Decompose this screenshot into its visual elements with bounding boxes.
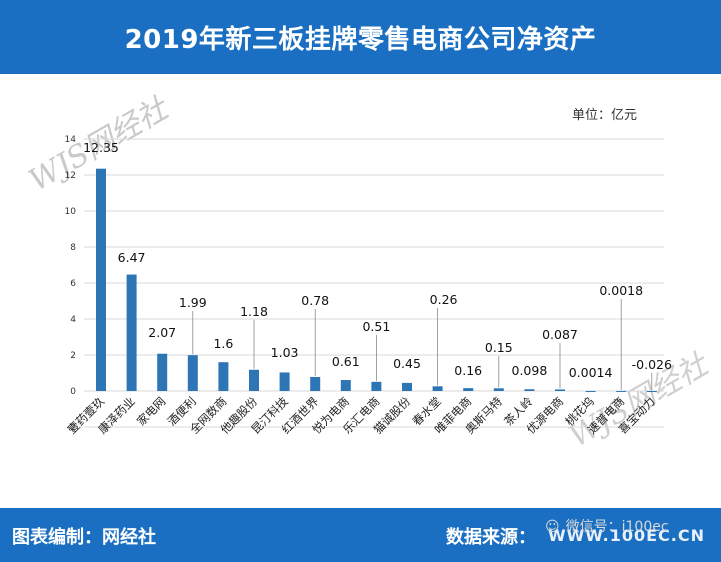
bar-chart: 14 12 10 8 6 4 2 0 -2 12.35 6.47 2.071.99 1.6 1.18 1.… [65, 135, 672, 437]
wechat-label: 微信号：i100ec [565, 519, 669, 535]
data-label: 0.78 [301, 293, 329, 308]
footer-url: WWW.100EC.CN [548, 526, 705, 545]
bar [96, 168, 106, 391]
bar [187, 355, 198, 391]
category-label: 家电网 [134, 394, 168, 428]
data-label: 2.07 [148, 325, 176, 340]
category-labels: 壹药壹玖康泽药业家电网酒便利全网数商他趣股份昆汀科技红酒世界悦为电商乐汇电商猫诚… [65, 394, 658, 437]
y-tick-label: 6 [70, 279, 76, 289]
bar [493, 388, 504, 391]
footer-banner: 图表编制：网经社 数据来源： WWW.100EC.CN [0, 508, 721, 562]
data-label: 0.0018 [599, 283, 643, 298]
data-label: 1.99 [179, 295, 207, 310]
y-axis-ticks: 14 12 10 8 6 4 2 0 -2 [65, 135, 77, 433]
bar [585, 390, 596, 392]
data-label: 0.61 [332, 354, 360, 369]
y-tick-label: 8 [70, 243, 76, 253]
data-label: 6.47 [118, 250, 146, 265]
bar [555, 389, 565, 391]
wechat-icon: ☺ [545, 519, 560, 535]
bar [157, 353, 168, 391]
data-label: 1.03 [271, 345, 299, 360]
footer-source: 数据来源： [446, 527, 536, 548]
bar [463, 388, 474, 391]
data-label: -0.026 [632, 357, 672, 372]
label-leader-lines [192, 299, 653, 390]
data-label: 1.18 [240, 304, 268, 319]
y-tick-label: 4 [70, 315, 76, 325]
bar [646, 391, 657, 392]
data-label: 0.087 [542, 327, 578, 342]
bar [371, 381, 382, 391]
data-label: 0.51 [362, 319, 390, 334]
footer-credit: 图表编制：网经社 [12, 527, 156, 548]
grid-lines [84, 138, 664, 428]
data-label: 0.45 [393, 356, 421, 371]
bar-series [96, 168, 657, 392]
data-label: 0.15 [485, 340, 513, 355]
y-tick-label: 10 [65, 207, 77, 217]
bar [432, 386, 443, 391]
data-label: 0.16 [454, 363, 482, 378]
y-tick-label: -2 [67, 423, 76, 433]
y-tick-label: 2 [70, 351, 76, 361]
data-label: 1.6 [213, 336, 233, 351]
y-tick-label: 14 [65, 135, 77, 145]
y-tick-label: 12 [65, 171, 76, 181]
bar [279, 372, 290, 391]
bar [310, 376, 321, 391]
bar [340, 380, 351, 391]
bar [249, 369, 259, 391]
y-tick-label: 0 [70, 387, 76, 397]
bar [218, 362, 229, 391]
data-label: 0.098 [512, 363, 548, 378]
bar [524, 389, 535, 391]
title-banner: 2019年新三板挂牌零售电商公司净资产 [0, 0, 721, 74]
wechat-watermark: ☺ 微信号：i100ec [545, 516, 669, 536]
data-label: 12.35 [83, 140, 119, 155]
bar [616, 390, 627, 392]
page-title: 2019年新三板挂牌零售电商公司净资产 [124, 24, 597, 55]
bar [126, 274, 137, 391]
unit-label: 单位：亿元 [572, 108, 638, 123]
data-label: 0.0014 [569, 365, 613, 380]
data-label: 0.26 [430, 292, 458, 307]
data-labels: 12.35 6.47 2.071.99 1.6 1.18 1.03 0.78 0.61 0.51… [83, 140, 672, 380]
bar [402, 382, 412, 391]
